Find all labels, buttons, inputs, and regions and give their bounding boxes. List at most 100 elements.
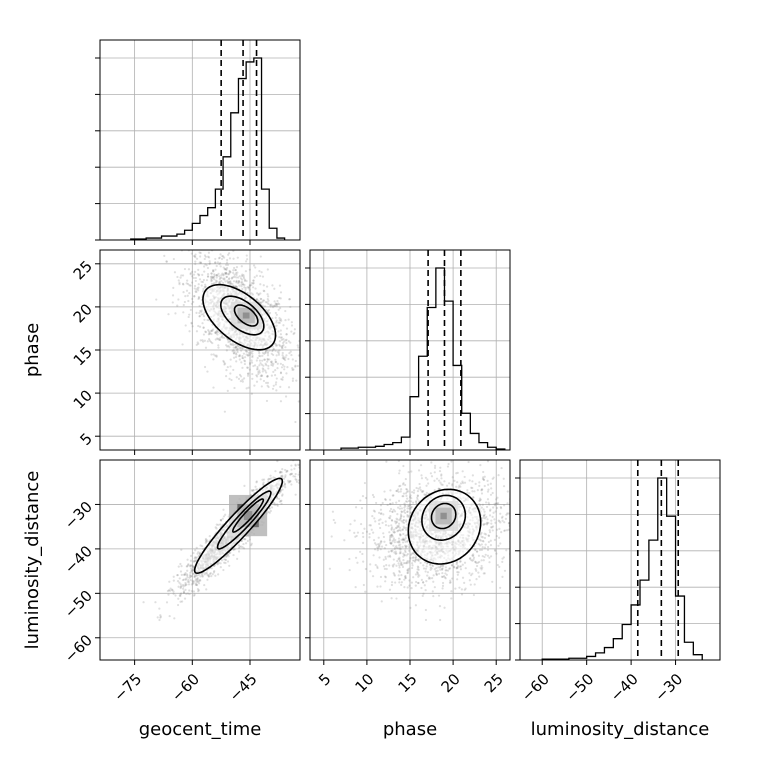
scatter-point <box>267 299 270 302</box>
scatter-point <box>394 527 397 530</box>
contour-line <box>233 304 259 327</box>
scatter-point <box>503 529 506 532</box>
scatter-point <box>410 497 413 500</box>
histogram-panel-phase <box>305 249 511 455</box>
scatter-point <box>400 514 403 517</box>
scatter-point <box>189 308 192 312</box>
scatter-point <box>455 562 458 566</box>
scatter-point <box>241 546 244 549</box>
scatter-point <box>272 370 275 373</box>
scatter-point <box>392 538 395 542</box>
scatter-point <box>273 287 276 290</box>
scatter-point <box>382 532 385 535</box>
scatter-point <box>196 578 199 581</box>
scatter-point <box>158 607 161 610</box>
scatter-point <box>293 328 296 331</box>
scatter-point <box>255 375 259 378</box>
scatter-point <box>275 319 278 322</box>
scatter-point <box>492 476 495 479</box>
scatter-point <box>499 521 502 524</box>
scatter-point <box>348 568 351 572</box>
scatter-point <box>280 338 283 341</box>
scatter-point <box>251 489 254 493</box>
scatter-point <box>433 479 436 482</box>
scatter-point <box>194 556 197 559</box>
scatter-point <box>379 508 383 511</box>
scatter-point <box>272 362 275 366</box>
scatter-point <box>489 493 493 496</box>
scatter-point <box>182 578 186 581</box>
scatter-point <box>271 304 274 307</box>
scatter-point <box>225 272 228 275</box>
scatter-point <box>260 385 263 388</box>
scatter-point <box>403 538 406 541</box>
scatter-point <box>194 559 197 563</box>
scatter-point <box>359 550 362 553</box>
scatter-point <box>187 315 190 319</box>
scatter-point <box>408 504 411 508</box>
scatter-point <box>255 480 258 483</box>
scatter-point <box>435 573 439 576</box>
scatter-point <box>289 341 292 344</box>
scatter-point <box>397 537 401 540</box>
scatter-point <box>483 484 486 488</box>
scatter-point <box>180 592 183 595</box>
scatter-point <box>228 269 231 273</box>
scatter-point <box>261 359 264 362</box>
scatter-point <box>384 524 388 527</box>
scatter-point <box>409 606 412 609</box>
scatter-point <box>179 276 182 279</box>
scatter-point <box>290 483 293 486</box>
scatter-point <box>198 311 201 315</box>
scatter-point <box>185 565 188 568</box>
scatter-point <box>295 479 298 482</box>
scatter-point <box>401 483 405 486</box>
scatter-point <box>227 340 230 344</box>
scatter-point <box>425 580 428 583</box>
scatter-point <box>482 470 485 474</box>
scatter-point <box>393 541 396 544</box>
scatter-point <box>500 466 503 470</box>
scatter-point <box>273 300 276 303</box>
scatter-point <box>197 580 200 583</box>
scatter-point <box>404 574 407 578</box>
scatter-point <box>279 291 283 294</box>
scatter-point <box>191 572 195 575</box>
scatter-point <box>256 367 259 370</box>
scatter-point <box>172 579 175 582</box>
scatter-point <box>409 500 413 503</box>
scatter-point <box>531 521 533 523</box>
scatter-point <box>439 618 442 622</box>
scatter-point <box>217 338 220 341</box>
scatter-point <box>274 343 277 346</box>
scatter-point <box>196 552 199 555</box>
scatter-point <box>504 517 507 520</box>
scatter-point <box>295 480 299 483</box>
scatter-point <box>269 360 273 363</box>
scatter-point <box>280 366 284 369</box>
scatter-point <box>258 369 261 372</box>
scatter-point <box>264 351 267 354</box>
scatter-point <box>182 283 185 286</box>
scatter-point <box>294 365 297 368</box>
scatter-point <box>183 267 187 271</box>
scatter-point <box>194 260 197 263</box>
scatter-point <box>202 333 206 336</box>
scatter-point <box>246 366 249 369</box>
scatter-point <box>402 521 406 524</box>
scatter-point <box>199 251 202 255</box>
scatter-point <box>240 278 244 281</box>
scatter-point <box>193 575 196 579</box>
scatter-point <box>280 377 283 381</box>
scatter-point <box>389 515 392 518</box>
scatter-point <box>290 472 293 475</box>
scatter-point <box>254 266 257 269</box>
scatter-point <box>422 567 426 570</box>
scatter-point <box>416 565 419 568</box>
scatter-point <box>405 494 408 497</box>
scatter-point <box>189 578 192 582</box>
scatter-point <box>176 579 180 583</box>
scatter-point <box>444 572 447 575</box>
scatter-point <box>353 531 356 534</box>
scatter-point <box>291 367 294 370</box>
